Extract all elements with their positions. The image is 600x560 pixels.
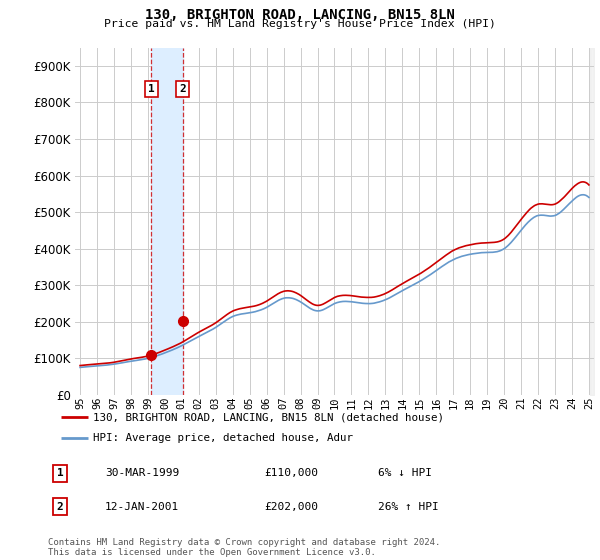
Text: 1: 1 (148, 84, 155, 94)
Text: 12-JAN-2001: 12-JAN-2001 (105, 502, 179, 512)
Text: Price paid vs. HM Land Registry's House Price Index (HPI): Price paid vs. HM Land Registry's House … (104, 19, 496, 29)
Text: 6% ↓ HPI: 6% ↓ HPI (378, 468, 432, 478)
Text: 130, BRIGHTON ROAD, LANCING, BN15 8LN (detached house): 130, BRIGHTON ROAD, LANCING, BN15 8LN (d… (93, 412, 444, 422)
Text: 2: 2 (179, 84, 186, 94)
Bar (151, 48, 182, 395)
Text: 1: 1 (56, 468, 64, 478)
Text: 2: 2 (56, 502, 64, 512)
Text: 26% ↑ HPI: 26% ↑ HPI (378, 502, 439, 512)
Text: 130, BRIGHTON ROAD, LANCING, BN15 8LN: 130, BRIGHTON ROAD, LANCING, BN15 8LN (145, 8, 455, 22)
Text: £202,000: £202,000 (264, 502, 318, 512)
Text: HPI: Average price, detached house, Adur: HPI: Average price, detached house, Adur (93, 433, 353, 444)
Text: Contains HM Land Registry data © Crown copyright and database right 2024.
This d: Contains HM Land Registry data © Crown c… (48, 538, 440, 557)
Text: £110,000: £110,000 (264, 468, 318, 478)
Text: 30-MAR-1999: 30-MAR-1999 (105, 468, 179, 478)
